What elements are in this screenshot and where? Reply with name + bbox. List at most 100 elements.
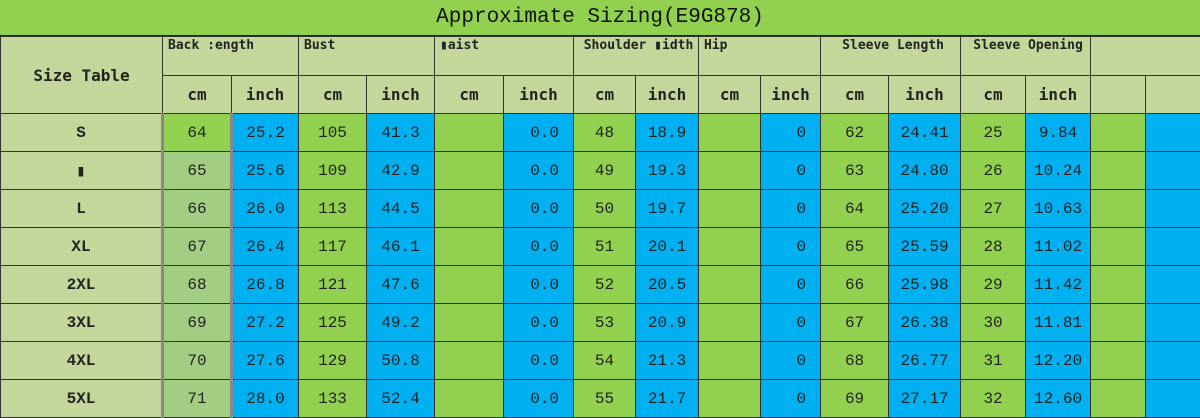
inch-cell: 11.81 [1026, 304, 1091, 342]
cm-cell: 53 [574, 304, 636, 342]
inch-cell: 25.2 [232, 114, 299, 152]
cm-cell [435, 342, 504, 380]
unit-header-cm: cm [435, 76, 504, 114]
cm-cell: 65 [821, 228, 889, 266]
inch-cell: 42.9 [367, 152, 435, 190]
cm-cell: 71 [163, 380, 232, 418]
inch-cell [1146, 228, 1200, 266]
inch-cell [1146, 190, 1200, 228]
cm-cell: 64 [821, 190, 889, 228]
inch-cell: 12.20 [1026, 342, 1091, 380]
cm-cell [1091, 304, 1146, 342]
cm-cell [435, 304, 504, 342]
cm-cell: 67 [163, 228, 232, 266]
column-group-header: Back :ength [163, 37, 299, 76]
inch-cell: 44.5 [367, 190, 435, 228]
inch-cell: 46.1 [367, 228, 435, 266]
inch-cell: 26.38 [889, 304, 961, 342]
size-cell: XL [1, 228, 163, 266]
inch-cell: 9.84 [1026, 114, 1091, 152]
inch-cell: 0.0 [504, 190, 574, 228]
inch-cell: 41.3 [367, 114, 435, 152]
cm-cell: 66 [821, 266, 889, 304]
inch-cell: 12.60 [1026, 380, 1091, 418]
column-group-header: Shoulder ▮idth [574, 37, 699, 76]
cm-cell: 68 [821, 342, 889, 380]
inch-cell: 0 [761, 266, 821, 304]
inch-cell: 0 [761, 304, 821, 342]
page-title: Approximate Sizing(E9G878) [0, 0, 1200, 36]
unit-header-inch: inch [367, 76, 435, 114]
inch-cell: 52.4 [367, 380, 435, 418]
inch-cell: 10.63 [1026, 190, 1091, 228]
inch-cell: 10.24 [1026, 152, 1091, 190]
inch-cell: 11.42 [1026, 266, 1091, 304]
inch-cell: 47.6 [367, 266, 435, 304]
inch-cell: 18.9 [636, 114, 699, 152]
unit-header-inch: inch [1026, 76, 1091, 114]
inch-cell: 0 [761, 342, 821, 380]
inch-cell [1146, 114, 1200, 152]
column-group-header: Sleeve Opening [961, 37, 1091, 76]
unit-header-inch: inch [504, 76, 574, 114]
inch-cell: 26.8 [232, 266, 299, 304]
cm-cell: 105 [299, 114, 367, 152]
cm-cell: 49 [574, 152, 636, 190]
cm-cell [1091, 380, 1146, 418]
inch-cell: 0.0 [504, 152, 574, 190]
inch-cell: 0.0 [504, 342, 574, 380]
cm-cell: 113 [299, 190, 367, 228]
unit-header-cm: cm [821, 76, 889, 114]
inch-cell: 20.5 [636, 266, 699, 304]
size-cell: 5XL [1, 380, 163, 418]
cm-cell: 26 [961, 152, 1026, 190]
inch-cell: 20.9 [636, 304, 699, 342]
cm-cell: 121 [299, 266, 367, 304]
unit-header-cm: cm [574, 76, 636, 114]
inch-cell: 0.0 [504, 304, 574, 342]
size-cell: L [1, 190, 163, 228]
cm-cell [699, 380, 761, 418]
cm-cell [699, 342, 761, 380]
inch-cell [1146, 342, 1200, 380]
cm-cell: 125 [299, 304, 367, 342]
inch-cell: 25.98 [889, 266, 961, 304]
size-cell: 2XL [1, 266, 163, 304]
cm-cell [1091, 152, 1146, 190]
cm-cell [1091, 342, 1146, 380]
size-cell: 3XL [1, 304, 163, 342]
inch-cell: 25.6 [232, 152, 299, 190]
cm-cell: 69 [163, 304, 232, 342]
cm-cell [699, 114, 761, 152]
cm-cell: 70 [163, 342, 232, 380]
inch-cell: 0 [761, 114, 821, 152]
inch-cell: 11.02 [1026, 228, 1091, 266]
inch-cell [1146, 380, 1200, 418]
inch-cell: 19.3 [636, 152, 699, 190]
unit-header-cm: cm [163, 76, 232, 114]
inch-cell: 0 [761, 152, 821, 190]
column-group-header: ▮aist [435, 37, 574, 76]
cm-cell [435, 114, 504, 152]
unit-header-inch: inch [636, 76, 699, 114]
unit-header-inch: inch [761, 76, 821, 114]
cm-cell: 55 [574, 380, 636, 418]
inch-cell: 0.0 [504, 266, 574, 304]
cm-cell: 63 [821, 152, 889, 190]
cm-cell: 32 [961, 380, 1026, 418]
cm-cell: 52 [574, 266, 636, 304]
unit-header-cm [1091, 76, 1146, 114]
cm-cell: 29 [961, 266, 1026, 304]
inch-cell: 28.0 [232, 380, 299, 418]
unit-header-inch [1146, 76, 1200, 114]
cm-cell [1091, 190, 1146, 228]
cm-cell [699, 152, 761, 190]
cm-cell [1091, 228, 1146, 266]
cm-cell: 69 [821, 380, 889, 418]
cm-cell: 48 [574, 114, 636, 152]
cm-cell [699, 190, 761, 228]
